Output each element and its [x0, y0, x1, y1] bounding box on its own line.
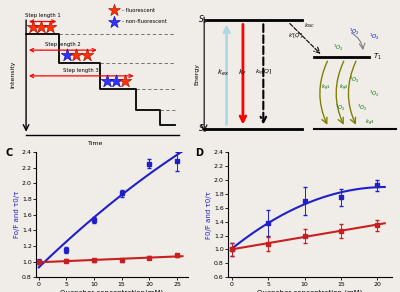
Text: Energy: Energy	[194, 63, 200, 86]
Text: $k_{ISC}$: $k_{ISC}$	[304, 21, 316, 30]
Text: $k'[Q]$: $k'[Q]$	[288, 31, 303, 40]
Point	[38, 24, 44, 29]
Text: $^3O_2$: $^3O_2$	[370, 89, 380, 99]
Text: C: C	[6, 148, 13, 158]
Point	[47, 24, 53, 29]
Text: Step length 3: Step length 3	[64, 68, 99, 73]
Text: $S_1$: $S_1$	[198, 14, 208, 26]
Point	[30, 24, 37, 29]
Text: Time: Time	[88, 140, 104, 146]
Text: Step length 2: Step length 2	[45, 42, 81, 47]
Point	[104, 79, 110, 83]
Point	[111, 19, 118, 24]
Text: $k_{g1}$: $k_{g1}$	[322, 82, 331, 93]
Y-axis label: F0/F and τ0/τ: F0/F and τ0/τ	[206, 191, 212, 239]
Text: Step length 1: Step length 1	[25, 13, 60, 18]
Text: $S_0$: $S_0$	[198, 123, 208, 135]
Point	[122, 79, 129, 83]
Point	[111, 8, 118, 13]
Point	[72, 53, 79, 58]
Text: $k_{ex}$: $k_{ex}$	[218, 67, 230, 78]
Text: $k_q[Q]$: $k_q[Q]$	[255, 68, 273, 78]
Text: - non-fluorescent: - non-fluorescent	[122, 19, 167, 24]
Point	[63, 53, 70, 58]
Text: $T_1$: $T_1$	[374, 52, 382, 62]
Text: $^1O_2$: $^1O_2$	[333, 43, 343, 53]
X-axis label: Quencher concentration (mM): Quencher concentration (mM)	[257, 289, 363, 292]
Text: - fluorescent: - fluorescent	[122, 8, 155, 13]
Text: $k_f$: $k_f$	[238, 67, 246, 78]
Point	[84, 53, 90, 58]
Text: $^1O_2$: $^1O_2$	[349, 74, 360, 85]
Text: Intensity: Intensity	[11, 61, 16, 88]
Text: $k_{g3}$: $k_{g3}$	[365, 118, 375, 128]
Y-axis label: Fo/F and τ0/τ: Fo/F and τ0/τ	[14, 191, 20, 238]
Text: D: D	[195, 148, 203, 158]
Text: $^3O_2$: $^3O_2$	[357, 103, 368, 113]
Text: $^1O_2$: $^1O_2$	[349, 27, 360, 37]
X-axis label: Quencher concentration(mM): Quencher concentration(mM)	[60, 289, 164, 292]
Text: $^1O_2$: $^1O_2$	[370, 32, 380, 42]
Point	[113, 79, 120, 83]
Text: $^1O_2$: $^1O_2$	[335, 103, 346, 113]
Text: $k_{g2}$: $k_{g2}$	[339, 82, 348, 93]
